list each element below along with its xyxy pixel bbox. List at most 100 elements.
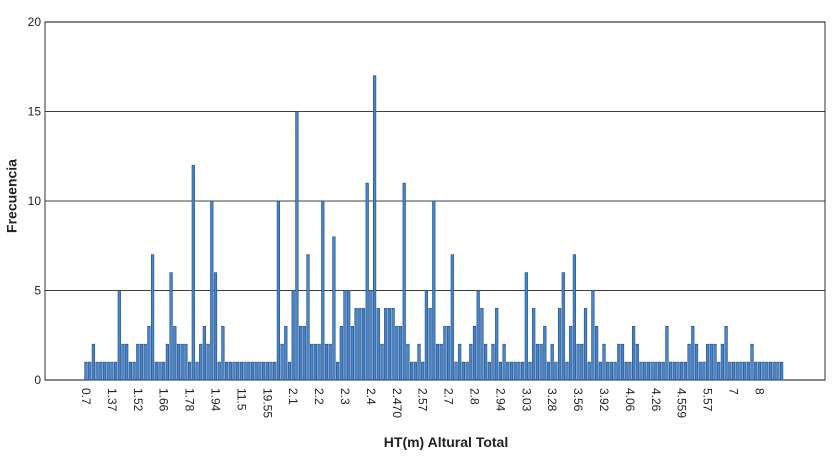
- bar: [298, 325, 303, 381]
- bar: [742, 361, 747, 381]
- bar: [195, 361, 199, 381]
- bar: [761, 361, 765, 381]
- bar: [384, 308, 388, 381]
- bar: [350, 325, 355, 381]
- x-tick-label: 3.56: [571, 388, 585, 412]
- bar: [765, 361, 769, 381]
- bar: [287, 361, 292, 381]
- bar: [228, 361, 232, 381]
- bar: [472, 325, 477, 381]
- x-tick-label: 5.57: [701, 388, 715, 412]
- bar: [317, 343, 321, 381]
- bar: [628, 361, 632, 381]
- bar: [776, 361, 780, 381]
- x-tick-label: 3.03: [519, 388, 533, 412]
- bar: [443, 325, 447, 381]
- bar: [735, 361, 739, 381]
- bar: [428, 308, 432, 381]
- bar: [543, 325, 547, 381]
- x-tick-label: 0.7: [79, 388, 93, 405]
- bar: [225, 361, 229, 381]
- bar: [395, 325, 399, 381]
- bar: [705, 343, 710, 381]
- bar: [639, 361, 643, 381]
- bar: [676, 361, 680, 381]
- bar: [258, 361, 262, 381]
- bar: [398, 325, 403, 381]
- bar: [495, 308, 499, 381]
- x-tick-label: 1.94: [209, 388, 223, 412]
- bar: [387, 308, 392, 381]
- x-tick-label: 2.94: [493, 388, 507, 412]
- bar: [239, 361, 244, 381]
- bar: [498, 361, 503, 381]
- y-tick-label: 10: [28, 194, 42, 208]
- x-tick-label: 4.559: [675, 388, 689, 418]
- bar: [754, 361, 758, 381]
- bar: [446, 325, 451, 381]
- bar: [343, 290, 347, 381]
- bar: [609, 361, 613, 381]
- bar: [421, 361, 425, 381]
- bar: [95, 361, 99, 381]
- bar: [702, 361, 706, 381]
- bar: [561, 272, 565, 381]
- x-tick-label: 2.57: [416, 388, 430, 412]
- bar: [635, 343, 639, 381]
- x-tick-label: 3.92: [597, 388, 611, 412]
- bar: [332, 236, 336, 381]
- bar: [151, 254, 155, 381]
- bar: [202, 325, 207, 381]
- bar: [361, 308, 366, 381]
- bar: [84, 361, 88, 381]
- bar: [176, 343, 181, 381]
- bar: [250, 361, 255, 381]
- bar: [302, 325, 306, 381]
- bar: [591, 290, 595, 381]
- x-tick-label: 19.55: [260, 388, 274, 418]
- bar: [210, 200, 214, 381]
- bar: [114, 361, 118, 381]
- bar: [121, 343, 125, 381]
- bar: [539, 343, 543, 381]
- y-axis-label: Frecuencia: [4, 159, 20, 233]
- bar: [213, 272, 218, 381]
- y-tick-label: 15: [28, 105, 42, 119]
- x-tick-label: 2.7: [442, 388, 456, 405]
- bar: [487, 361, 491, 381]
- bar: [698, 361, 702, 381]
- bar: [188, 361, 192, 381]
- bar: [517, 361, 521, 381]
- bar: [524, 272, 528, 381]
- x-tick-label: 11.5: [234, 388, 248, 411]
- bar: [461, 361, 466, 381]
- bar: [354, 308, 358, 381]
- bar: [413, 361, 417, 381]
- bar: [99, 361, 103, 381]
- bar: [646, 361, 650, 381]
- bar: [513, 361, 517, 381]
- bar: [554, 361, 558, 381]
- bar: [409, 361, 414, 381]
- bar: [458, 343, 462, 381]
- bar: [587, 361, 591, 381]
- bar: [236, 361, 240, 381]
- bar: [406, 343, 410, 381]
- x-tick-label: 2.1: [286, 388, 300, 405]
- bar: [528, 361, 532, 381]
- bar: [454, 361, 458, 381]
- bar: [243, 361, 247, 381]
- x-tick-label: 2.3: [338, 388, 352, 405]
- bar: [321, 200, 325, 381]
- bar: [661, 361, 665, 381]
- bar: [310, 343, 314, 381]
- bar: [380, 343, 384, 381]
- bar: [509, 361, 514, 381]
- bar: [284, 325, 288, 381]
- bar: [728, 361, 732, 381]
- bar: [432, 200, 436, 381]
- bar: [154, 361, 158, 381]
- bar: [372, 75, 377, 381]
- bar: [165, 343, 170, 381]
